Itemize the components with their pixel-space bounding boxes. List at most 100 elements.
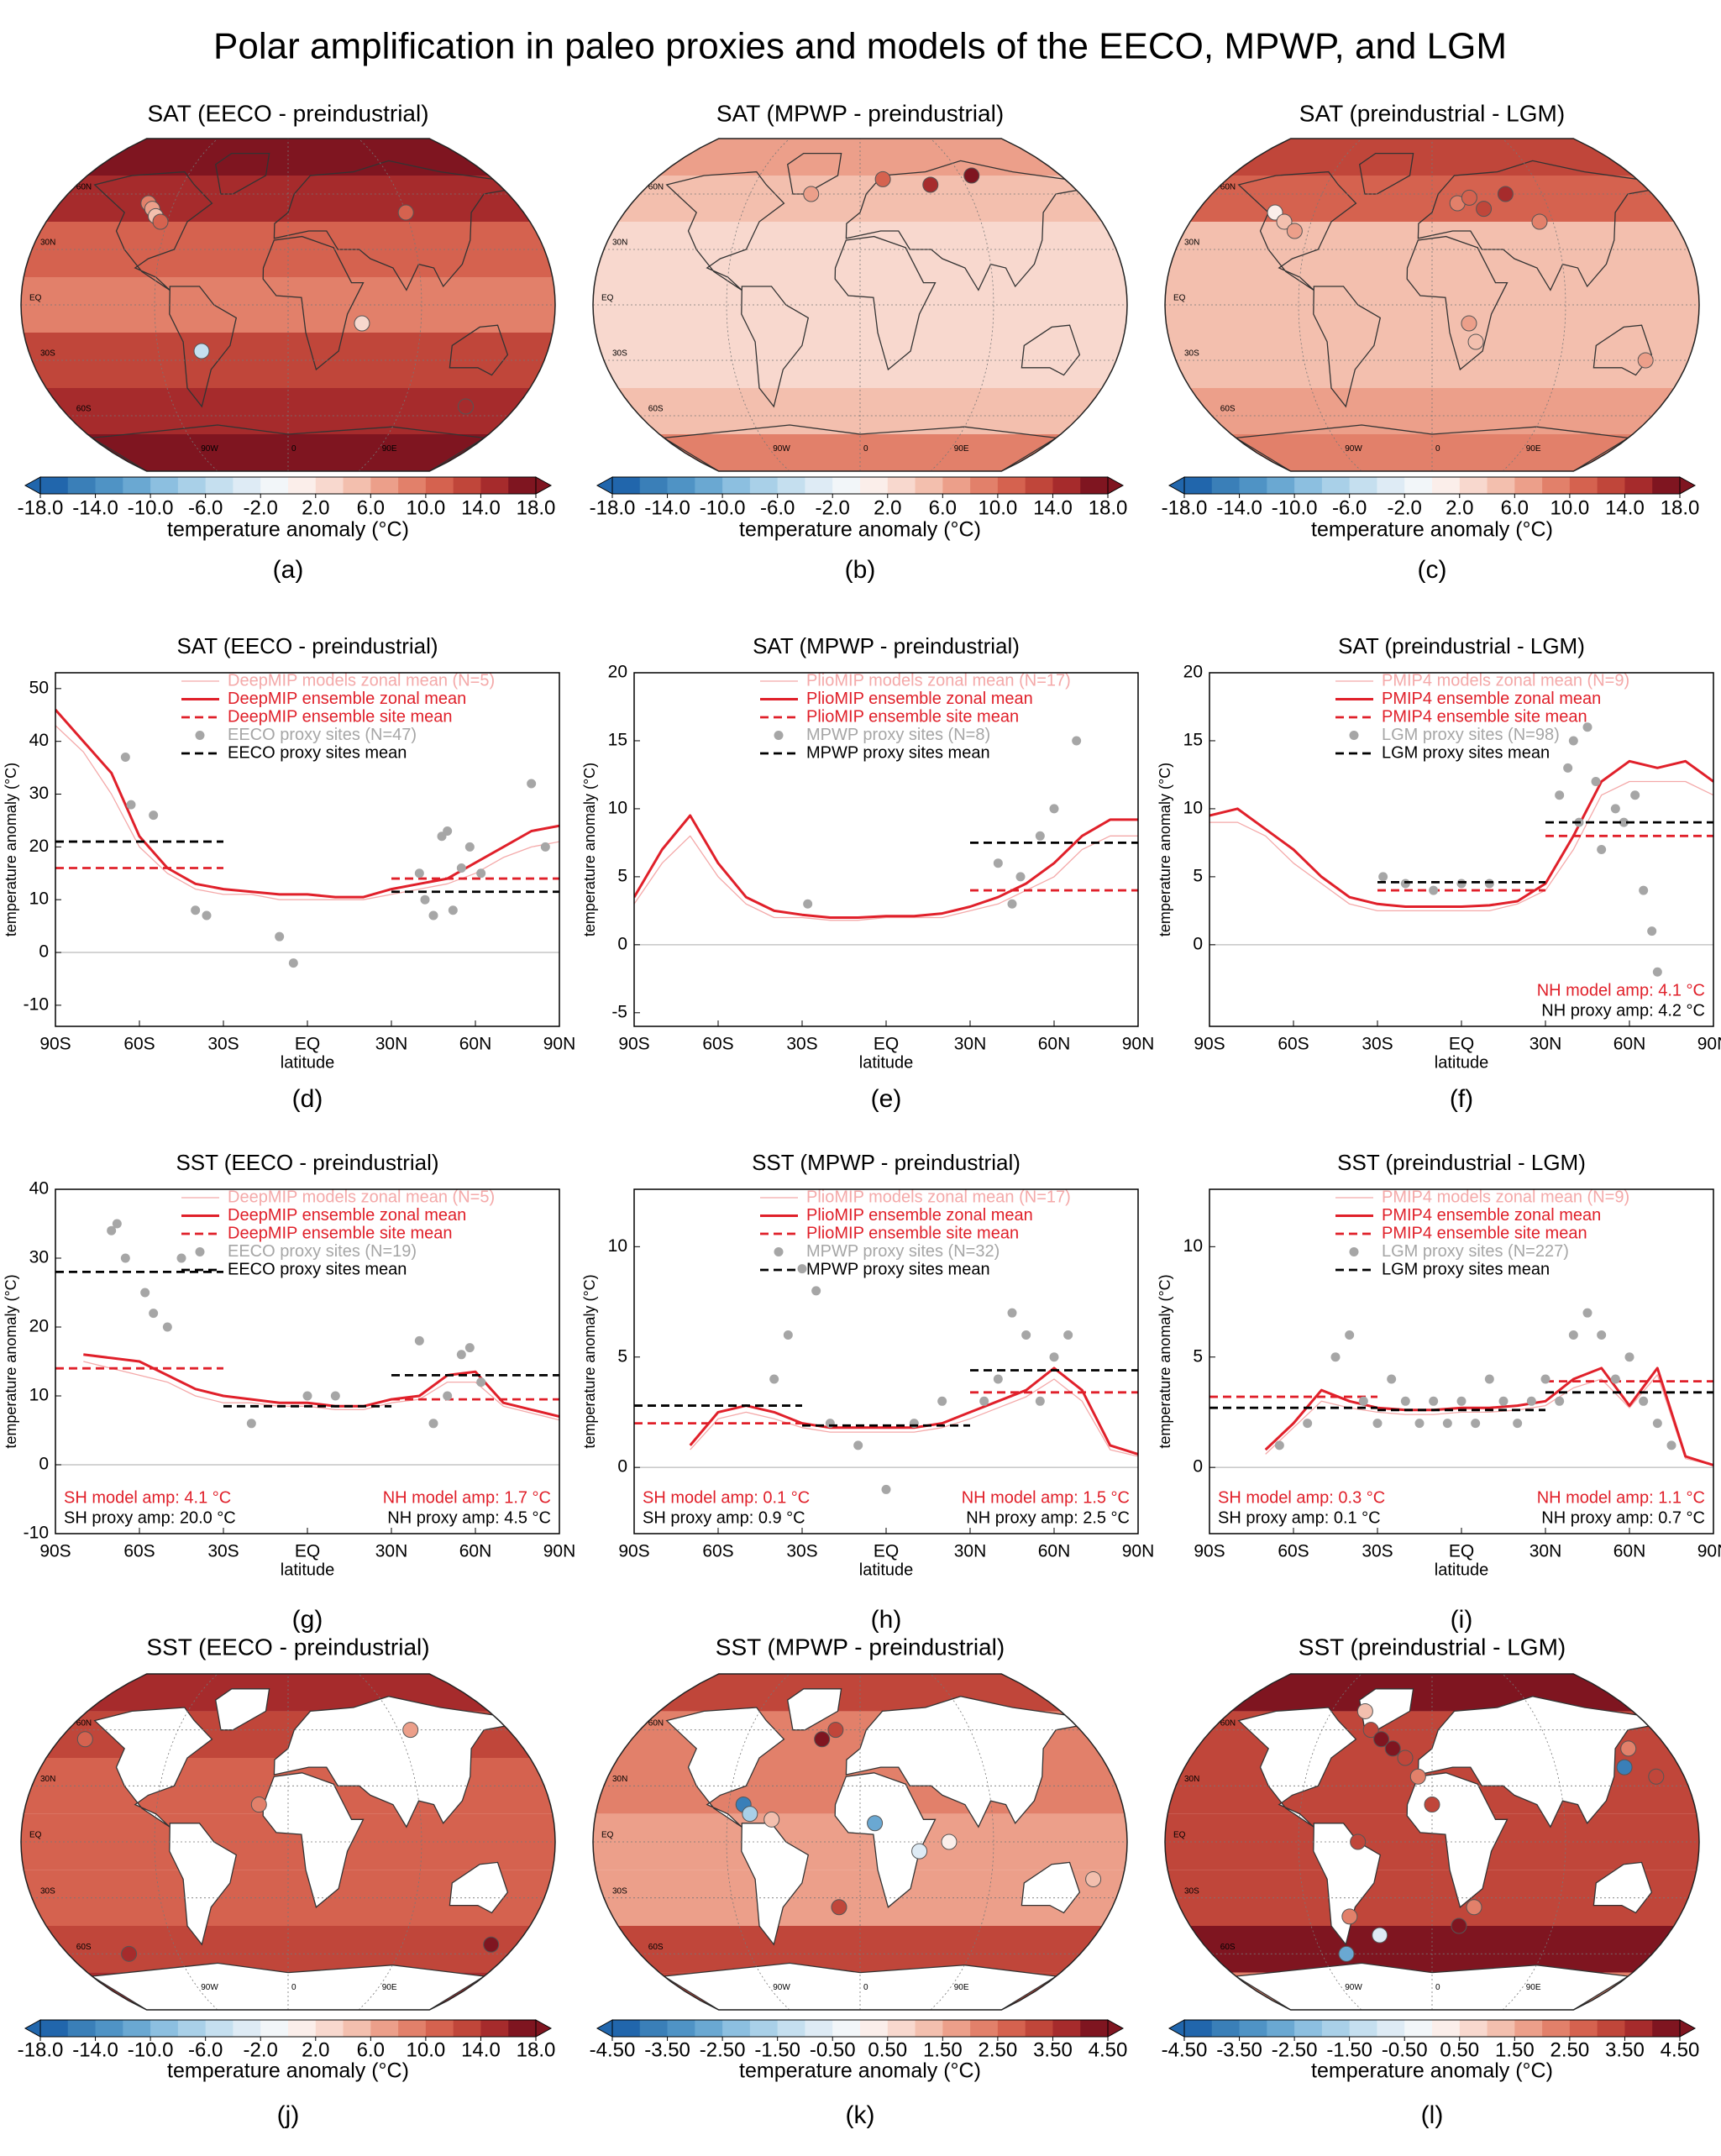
legend-label: LGM proxy sites (N=98) — [1382, 726, 1560, 744]
colorbar-label: temperature anomaly (°C) — [167, 518, 409, 542]
y-axis-label: temperature anomaly (°C) — [3, 763, 19, 936]
colorbar-bin — [695, 2020, 723, 2037]
panel-label: (j) — [277, 2101, 300, 2129]
proxy-site — [911, 1843, 928, 1860]
proxy-site — [742, 1806, 758, 1823]
colorbar-bin — [150, 2020, 179, 2037]
lon-label: 90E — [954, 444, 969, 454]
panel-label: (c) — [1418, 556, 1447, 584]
proxy-site — [1356, 1702, 1373, 1719]
zonal-band — [1165, 1674, 1699, 1712]
colorbar-bin — [1025, 2020, 1053, 2037]
series-line — [634, 814, 1138, 919]
legend-label: PMIP4 ensemble zonal mean — [1382, 1206, 1601, 1225]
colorbar-tick-label: -3.50 — [644, 2038, 690, 2061]
x-axis-label: latitude — [281, 1561, 335, 1579]
colorbar-bin — [1597, 2020, 1625, 2037]
grid-line — [1298, 139, 1362, 471]
colorbar-tick-label: -2.0 — [816, 496, 850, 519]
land — [262, 235, 365, 371]
colorbar-tick-label: -4.50 — [1162, 2038, 1208, 2061]
land — [665, 1707, 785, 1828]
lat-label: 30S — [40, 349, 55, 359]
colorbar-bin — [832, 2020, 861, 2037]
legend-label: MPWP proxy sites mean — [806, 743, 990, 762]
x-tick-label: EQ — [1449, 1035, 1474, 1054]
colorbar-bin — [260, 2020, 289, 2037]
land — [449, 324, 509, 376]
panel-label: (d) — [292, 1085, 323, 1113]
series-line — [55, 725, 559, 900]
proxy-point — [246, 1419, 256, 1429]
y-tick-label: 15 — [608, 731, 627, 750]
colorbar-tick-label: -14.0 — [644, 496, 690, 519]
colorbar-end — [24, 2019, 41, 2038]
grid-line — [1502, 139, 1566, 471]
chart-title: SAT (MPWP - preindustrial) — [753, 633, 1020, 658]
series-line — [55, 709, 559, 899]
lon-label: 90W — [1345, 444, 1362, 454]
annotation: SH model amp: 0.1 °C — [643, 1488, 810, 1507]
legend-label: PlioMIP ensemble site mean — [806, 1224, 1019, 1242]
y-tick-label: 10 — [608, 798, 627, 817]
proxy-point — [1414, 1419, 1425, 1429]
colorbar-label: temperature anomaly (°C) — [739, 518, 981, 542]
colorbar-bin — [915, 2020, 943, 2037]
proxy-point — [853, 1440, 863, 1450]
colorbar-label: temperature anomaly (°C) — [1311, 518, 1553, 542]
panel-label: (g) — [292, 1606, 323, 1634]
colorbar-bin — [915, 477, 943, 494]
panel-label: (l) — [1421, 2101, 1444, 2129]
lat-label: 60N — [648, 183, 664, 192]
x-tick-label: 60N — [459, 1542, 492, 1561]
proxy-site — [402, 1722, 419, 1739]
colorbar-bin — [1211, 477, 1241, 494]
colorbar-bin — [722, 2020, 751, 2037]
y-tick-label: 10 — [608, 1236, 627, 1256]
colorbar-bin — [695, 477, 723, 494]
colorbar-bin — [1459, 2020, 1488, 2037]
zonal-band — [21, 139, 555, 176]
x-tick-label: EQ — [295, 1542, 320, 1561]
land — [169, 1823, 238, 1946]
y-tick-label: 20 — [29, 837, 49, 856]
lat-label: 60S — [648, 405, 664, 414]
colorbar-tick-label: -18.0 — [18, 496, 64, 519]
colorbar-end — [1679, 476, 1697, 495]
x-tick-label: 30S — [786, 1035, 817, 1054]
lat-label: 30S — [40, 1886, 55, 1896]
colorbar-tick-label: -10.0 — [128, 2038, 174, 2061]
x-tick-label: 60N — [1613, 1035, 1646, 1054]
lat-label: EQ — [29, 1831, 42, 1840]
y-tick-label: 0 — [617, 934, 627, 953]
chart-title: SST (EECO - preindustrial) — [176, 1150, 438, 1175]
colorbar-bin — [1624, 2020, 1653, 2037]
zonal-band — [593, 139, 1127, 176]
proxy-point — [149, 810, 159, 821]
map-body — [1165, 139, 1699, 471]
lon-label: 0 — [291, 1983, 296, 1992]
proxy-site — [457, 398, 474, 415]
colorbar-tick-label: 3.50 — [1605, 2038, 1645, 2061]
proxy-point — [797, 1264, 807, 1274]
y-tick-label: 10 — [1183, 798, 1203, 817]
proxy-point — [464, 1343, 475, 1353]
colorbar-bin — [1052, 2020, 1081, 2037]
x-tick-label: 30N — [954, 1035, 987, 1054]
proxy-site — [1461, 189, 1477, 206]
proxy-point — [464, 842, 475, 852]
proxy-point — [120, 753, 130, 763]
proxy-point — [1442, 1419, 1452, 1429]
lat-label: 60S — [76, 405, 92, 414]
proxy-point — [1358, 1396, 1368, 1406]
colorbar-bin — [997, 477, 1026, 494]
proxy-site — [922, 176, 939, 193]
colorbar-bin — [67, 2020, 97, 2037]
lat-label: 30N — [1184, 1775, 1199, 1784]
lon-label: 90W — [201, 1983, 218, 1992]
colorbar-tick-label: -3.50 — [1216, 2038, 1262, 2061]
legend-label: PMIP4 ensemble site mean — [1382, 707, 1587, 726]
proxy-point — [1555, 1396, 1565, 1406]
colorbar-bin — [860, 477, 889, 494]
colorbar-bin — [1377, 2020, 1405, 2037]
